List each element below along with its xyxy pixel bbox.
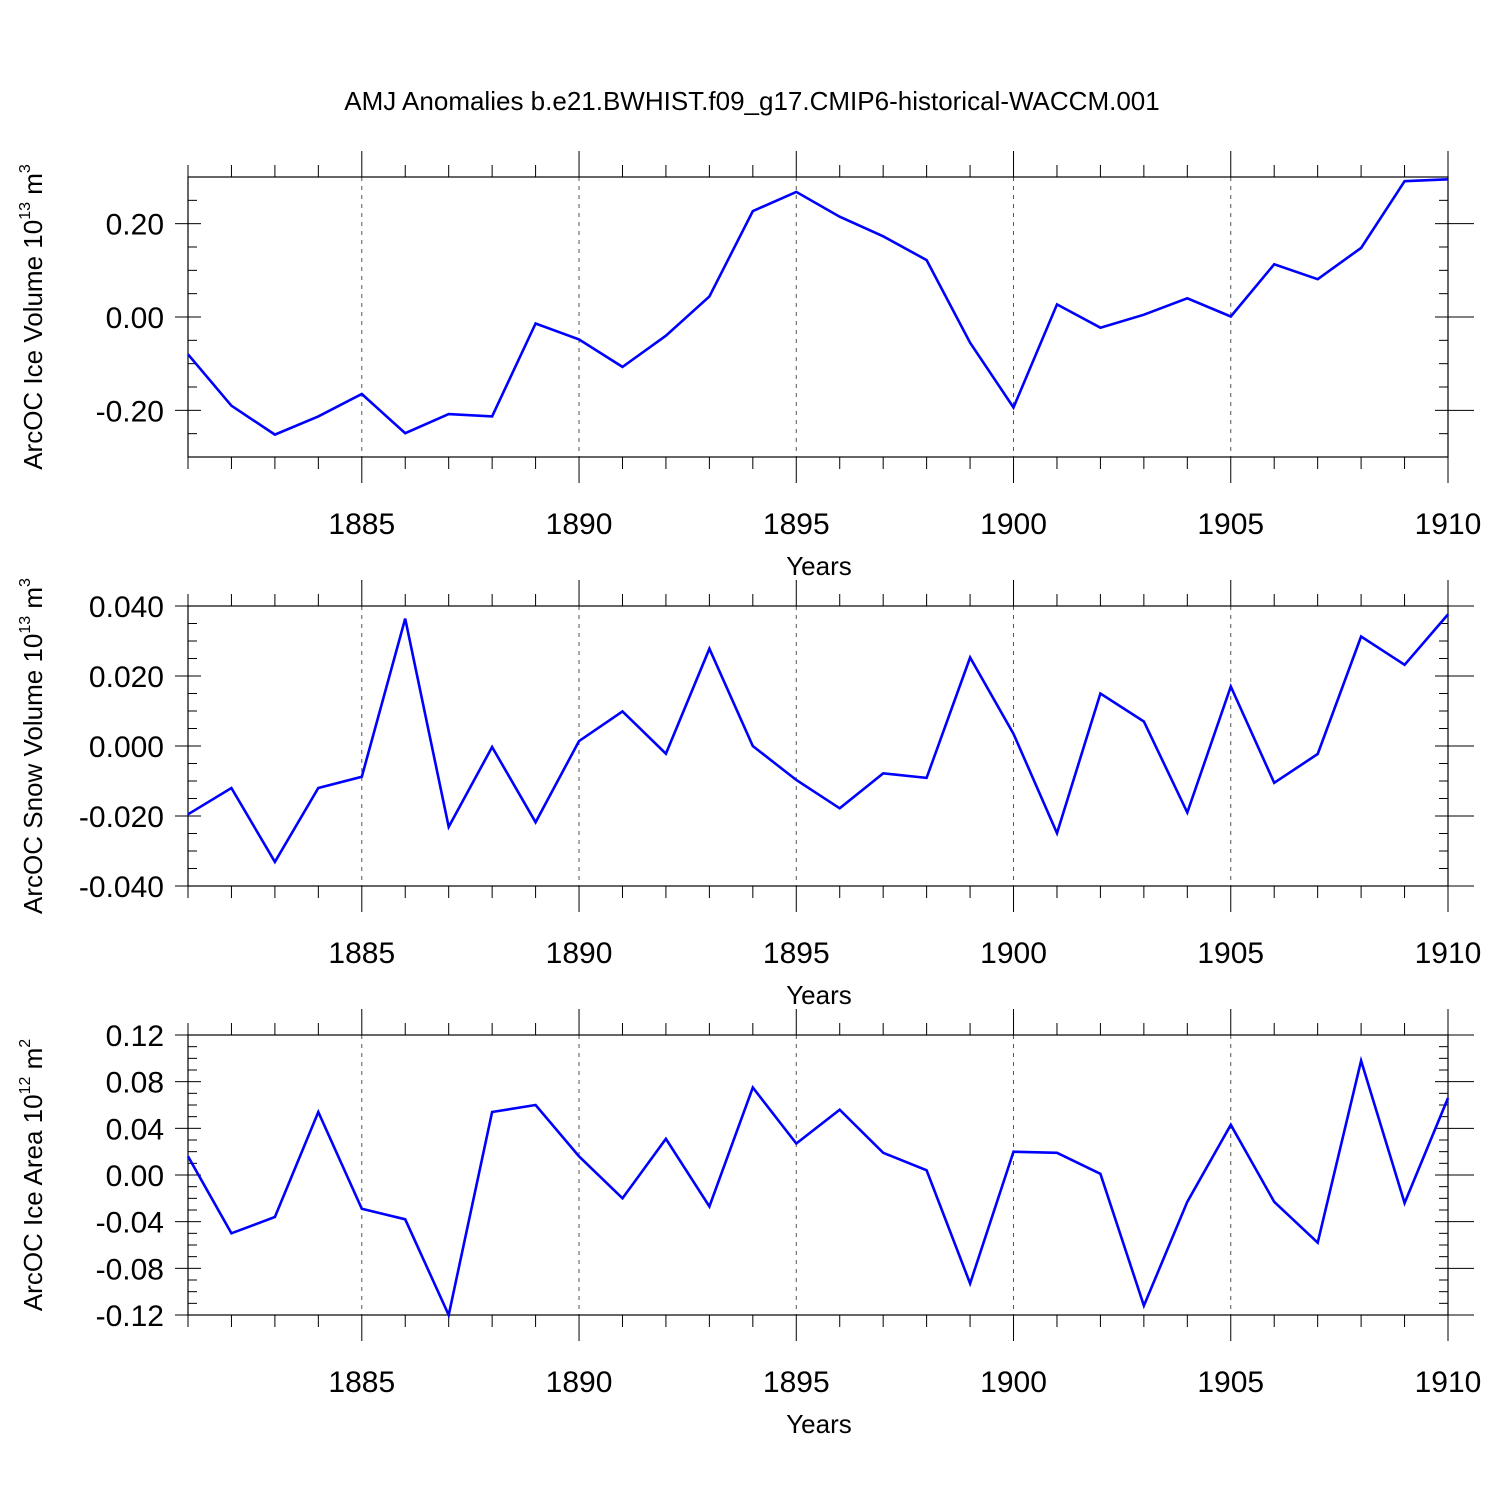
y-tick-label: 0.000 xyxy=(89,731,164,764)
y-axis-label: ArcOC Snow Volume 1013 m3 xyxy=(17,578,48,914)
panel-2: -0.040 -0.020 0.000 0.020 0.040 1885 1890 1895 1… xyxy=(17,578,1481,1010)
series-line-1 xyxy=(187,613,1449,865)
x-axis-label: Years xyxy=(786,980,852,1010)
x-tick-label: 1900 xyxy=(980,937,1047,970)
series-line-1 xyxy=(186,1055,1450,1320)
panel-3: -0.12 -0.08 -0.04 0.00 0.04 0.08 0.12 1885 1890 1… xyxy=(17,1009,1481,1439)
x-tick-label: 1900 xyxy=(980,1366,1047,1399)
y-tick-label: 0.00 xyxy=(106,1160,164,1193)
x-tick-label: 1905 xyxy=(1197,508,1264,541)
y-axis-label: ArcOC Ice Area 1012 m2 xyxy=(17,1039,48,1311)
x-tick-label: 1885 xyxy=(328,508,395,541)
y-tick-label: -0.020 xyxy=(79,801,164,834)
x-tick-label: 1890 xyxy=(546,508,613,541)
x-tick-label: 1905 xyxy=(1197,1366,1264,1399)
panel-1: -0.20 0.00 0.20 1885 1890 1895 1900 1905 1910 Yea… xyxy=(17,151,1481,581)
plot-frame xyxy=(187,176,1449,458)
x-tick-label: 1910 xyxy=(1415,508,1482,541)
y-tick-label: -0.12 xyxy=(96,1300,164,1333)
series-line-1 xyxy=(187,178,1449,437)
y-tick-label: -0.04 xyxy=(96,1207,164,1240)
y-tick-label: 0.020 xyxy=(89,661,164,694)
y-tick-label: 0.12 xyxy=(106,1020,164,1053)
x-tick-label: 1895 xyxy=(763,1366,830,1399)
y-tick-label: 0.20 xyxy=(106,209,164,242)
x-tick-label: 1895 xyxy=(763,508,830,541)
x-tick-label: 1905 xyxy=(1197,937,1264,970)
figure-title: AMJ Anomalies b.e21.BWHIST.f09_g17.CMIP6… xyxy=(344,86,1159,116)
y-tick-label: -0.08 xyxy=(96,1253,164,1286)
y-tick-label: -0.20 xyxy=(96,395,164,428)
x-tick-label: 1890 xyxy=(546,1366,613,1399)
x-tick-label: 1910 xyxy=(1415,1366,1482,1399)
x-tick-label: 1895 xyxy=(763,937,830,970)
y-tick-label: 0.00 xyxy=(106,302,164,335)
x-axis-label: Years xyxy=(786,551,852,581)
y-tick-label: 0.04 xyxy=(106,1113,164,1146)
x-tick-label: 1910 xyxy=(1415,937,1482,970)
y-axis-label: ArcOC Ice Volume 1013 m3 xyxy=(17,164,48,470)
y-tick-label: 0.040 xyxy=(89,591,164,624)
y-tick-label: -0.040 xyxy=(79,871,164,904)
y-tick-label: 0.08 xyxy=(106,1067,164,1100)
x-axis-label: Years xyxy=(786,1409,852,1439)
x-tick-label: 1900 xyxy=(980,508,1047,541)
x-tick-label: 1885 xyxy=(328,937,395,970)
x-tick-label: 1890 xyxy=(546,937,613,970)
x-tick-label: 1885 xyxy=(328,1366,395,1399)
